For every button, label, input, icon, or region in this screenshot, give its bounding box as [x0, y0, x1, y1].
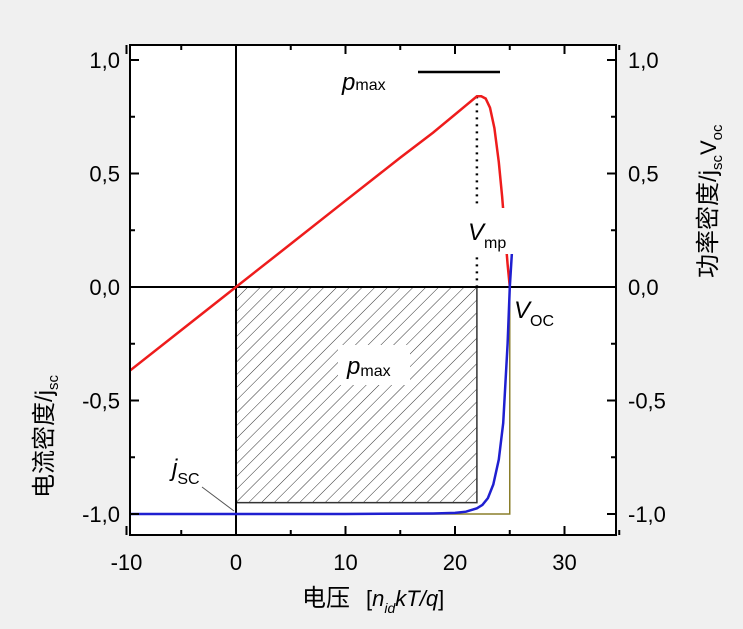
vmp-label-bg: [458, 208, 524, 254]
y-tick-label-left: -0,5: [82, 389, 120, 414]
current-density-curve: [130, 252, 514, 516]
voc-label: VOC: [514, 297, 554, 330]
y-tick-label-right: 0,0: [628, 275, 659, 300]
x-tick-label: 30: [552, 550, 576, 575]
y-tick-label-right: -1,0: [628, 502, 666, 527]
y-tick-label-left: 0,5: [89, 162, 120, 187]
plot-frame: [129, 44, 617, 536]
power-density-curve: [130, 95, 512, 373]
y-tick-label-right: 0,5: [628, 162, 659, 187]
y-axis-title-right: 功率密度/jscVoc: [695, 124, 726, 278]
y-axis-title-left: 电流密度/jsc: [31, 375, 62, 499]
x-tick-label: 0: [230, 550, 242, 575]
pmax-inner-label: pmax: [346, 353, 391, 380]
x-tick-label: 10: [333, 550, 357, 575]
jsc-leader-line: [201, 486, 235, 512]
x-tick-label: 20: [443, 550, 467, 575]
x-axis-ticks: -10 0 10 20 30: [111, 45, 621, 575]
pmax-top-label: pmax: [341, 69, 386, 96]
jsc-label: jSC: [169, 455, 200, 488]
pmax-top-label-bg: [333, 62, 405, 98]
pmax-rectangle: [235, 286, 478, 504]
y-axis-ticks: -1,0 -1,0 -0,5 -0,5 0,0 0,0 0,5 0,5 1,0 1,0: [82, 48, 666, 527]
pmax-inner-label-bg: [338, 345, 410, 385]
y-tick-label-left: 1,0: [89, 48, 120, 73]
y-tick-label-left: 0,0: [89, 275, 120, 300]
x-axis-title: 电压 [nidkT/q]: [302, 585, 444, 616]
y-tick-label-left: -1,0: [82, 502, 120, 527]
y-tick-label-right: -0,5: [628, 389, 666, 414]
vmp-label: Vmp: [468, 219, 506, 252]
x-tick-label: -10: [111, 550, 143, 575]
y-tick-label-right: 1,0: [628, 48, 659, 73]
